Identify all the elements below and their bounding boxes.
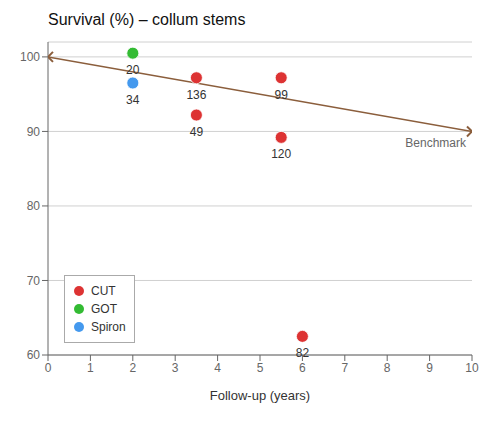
svg-text:60: 60 <box>27 348 41 362</box>
svg-text:120: 120 <box>271 147 291 161</box>
svg-text:2: 2 <box>129 361 136 375</box>
html-text:Survival (%) – collum stems: Survival (%) – collum stems <box>48 11 246 28</box>
svg-text:7: 7 <box>341 361 348 375</box>
svg-text:90: 90 <box>27 125 41 139</box>
svg-text:100: 100 <box>20 50 40 64</box>
svg-text:Follow-up (years): Follow-up (years) <box>210 388 310 403</box>
svg-text:82: 82 <box>296 346 310 360</box>
svg-text:99: 99 <box>275 88 289 102</box>
svg-text:1: 1 <box>87 361 94 375</box>
svg-text:34: 34 <box>126 93 140 107</box>
svg-text:0: 0 <box>45 361 52 375</box>
svg-text:8: 8 <box>384 361 391 375</box>
svg-text:5: 5 <box>257 361 264 375</box>
svg-text:Benchmark: Benchmark <box>405 136 467 150</box>
svg-text:4: 4 <box>214 361 221 375</box>
svg-text:9: 9 <box>426 361 433 375</box>
svg-text:49: 49 <box>190 125 204 139</box>
html-text:CUT: CUT <box>91 284 116 298</box>
svg-text:6: 6 <box>299 361 306 375</box>
html-text:Spiron: Spiron <box>91 320 126 334</box>
svg-text:20: 20 <box>126 63 140 77</box>
svg-text:70: 70 <box>27 274 41 288</box>
svg-text:10: 10 <box>465 361 479 375</box>
svg-text:80: 80 <box>27 199 41 213</box>
svg-text:136: 136 <box>186 88 206 102</box>
svg-text:3: 3 <box>172 361 179 375</box>
html-text:GOT: GOT <box>91 302 117 316</box>
